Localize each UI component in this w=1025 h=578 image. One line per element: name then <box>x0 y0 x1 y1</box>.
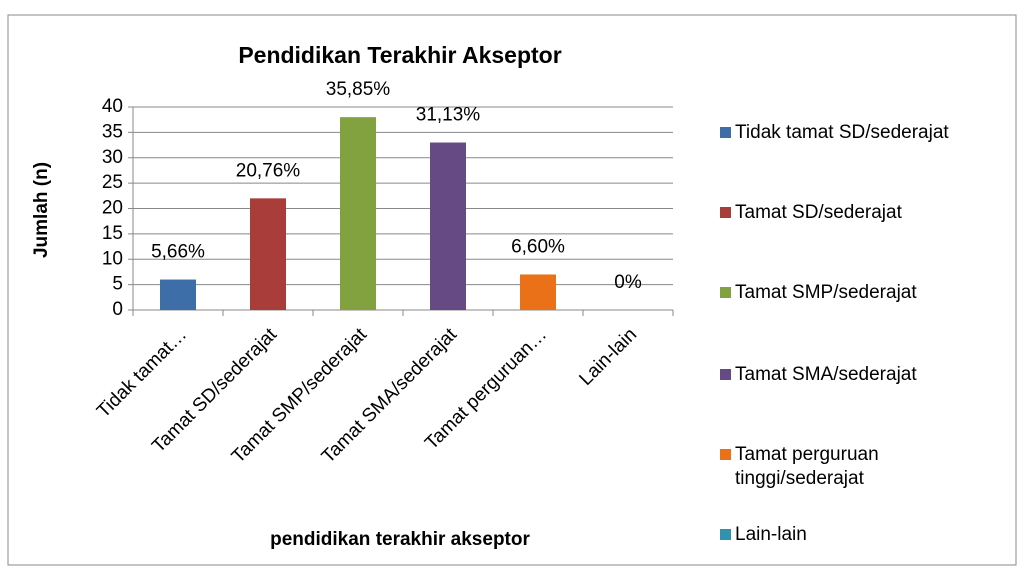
legend-swatch <box>720 127 731 138</box>
legend-label: Tamat SD/sederajat <box>735 202 902 223</box>
legend-item: Tamat SD/sederajat <box>720 201 1010 225</box>
legend-label: Lain-lain <box>735 524 807 545</box>
legend-swatch <box>720 207 731 218</box>
y-tick-label: 40 <box>102 96 123 117</box>
legend-item: Tidak tamat SD/sederajat <box>720 121 1010 145</box>
y-tick-label: 30 <box>102 147 123 168</box>
y-tick-label: 5 <box>112 274 123 295</box>
bar <box>520 274 556 310</box>
data-label: 20,76% <box>236 160 301 181</box>
bar <box>430 142 466 310</box>
bar <box>160 279 196 310</box>
bar <box>340 117 376 311</box>
legend-item: Tamat SMP/sederajat <box>720 281 1010 305</box>
data-label: 0% <box>614 272 642 293</box>
legend-swatch <box>720 287 731 298</box>
legend-item: Lain-lain <box>720 523 1010 547</box>
y-tick-label: 20 <box>102 198 123 219</box>
y-tick-label: 0 <box>112 299 123 320</box>
legend-item: Tamat SMA/sederajat <box>720 363 1010 387</box>
legend-label: Tamat perguruan tinggi/sederajat <box>735 444 879 489</box>
legend-swatch <box>720 369 731 380</box>
legend-label: Tidak tamat SD/sederajat <box>735 122 949 143</box>
legend-swatch <box>720 529 731 540</box>
y-tick-label: 25 <box>102 172 123 193</box>
legend-label: Tamat SMA/sederajat <box>735 364 917 385</box>
data-label: 5,66% <box>151 242 205 263</box>
data-label: 31,13% <box>416 105 481 126</box>
legend-item: Tamat perguruan tinggi/sederajat <box>720 443 1010 491</box>
data-label: 6,60% <box>511 236 565 257</box>
bar <box>250 198 286 310</box>
y-tick-label: 15 <box>102 223 123 244</box>
legend-swatch <box>720 449 731 460</box>
x-axis-label: pendidikan terakhir akseptor <box>270 529 530 550</box>
y-tick-label: 10 <box>102 248 123 269</box>
legend-label: Tamat SMP/sederajat <box>735 282 917 303</box>
data-label: 35,85% <box>326 79 391 100</box>
chart-title: Pendidikan Terakhir Akseptor <box>238 42 561 68</box>
y-tick-label: 35 <box>102 121 123 142</box>
y-axis-label: Jumlah (n) <box>31 162 52 258</box>
